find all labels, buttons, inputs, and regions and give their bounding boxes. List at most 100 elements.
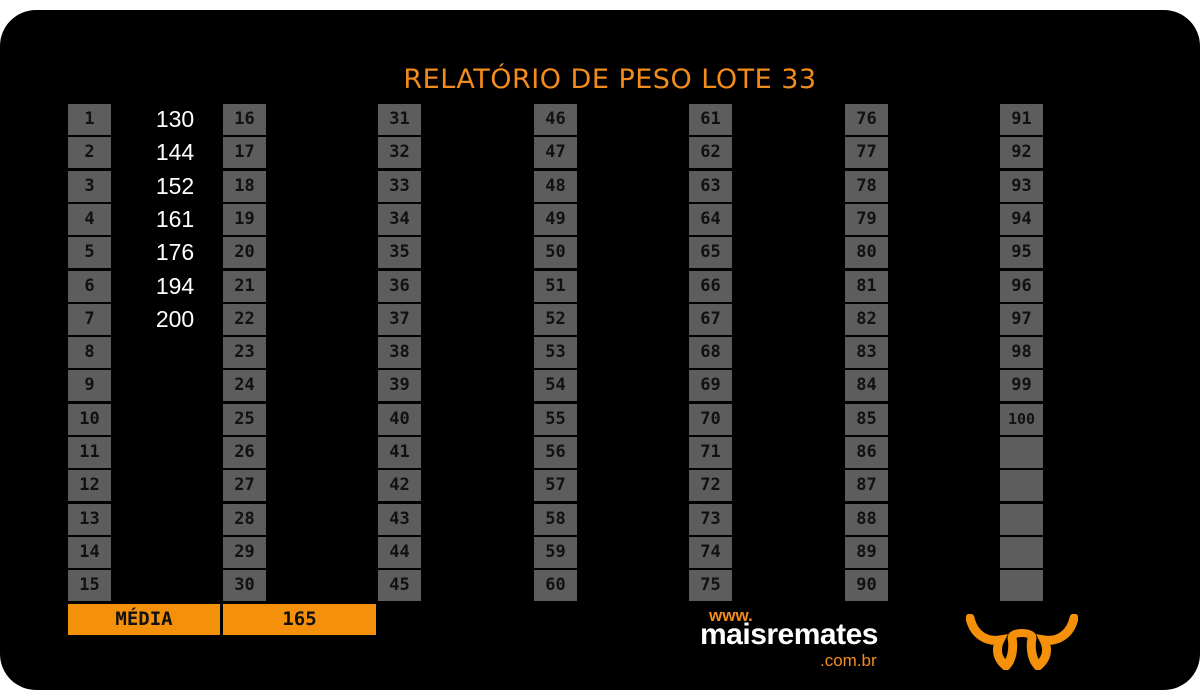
lot-number-cell: 73 [689,503,732,535]
lot-number-cell: 15 [68,570,111,602]
lot-number-cell: 60 [534,570,577,602]
lot-number-cell: 99 [1000,370,1043,402]
lot-number-cell: 79 [845,203,888,235]
lot-number-cell: 87 [845,470,888,502]
lot-number-cell: 20 [223,237,266,269]
lot-number-cell: 43 [378,503,421,535]
lot-number-cell: 77 [845,137,888,169]
lot-number-cell: 26 [223,437,266,468]
empty-cell [1000,570,1043,602]
lot-number-cell: 1 [68,104,111,135]
weight-value: 200 [155,305,195,332]
lot-number-cell: 80 [845,237,888,269]
lot-number-cell: 13 [68,503,111,535]
lot-number-cell: 46 [534,104,577,135]
lot-number-cell: 70 [689,403,732,435]
lot-number-cell: 49 [534,203,577,235]
lot-number-cell: 2 [68,137,111,169]
lot-number-cell: 51 [534,270,577,302]
lot-number-cell: 28 [223,503,266,535]
lot-number-cell: 11 [68,437,111,468]
empty-cell [1000,470,1043,502]
lot-number-cell: 16 [223,104,266,135]
lot-number-cell: 98 [1000,337,1043,369]
lot-number-cell: 33 [378,170,421,202]
lot-number-cell: 14 [68,536,111,568]
lot-number-cell: 88 [845,503,888,535]
lot-number-cell: 81 [845,270,888,302]
lot-number-cell: 75 [689,570,732,602]
lot-number-cell: 22 [223,303,266,335]
lot-number-cell: 59 [534,536,577,568]
lot-number-cell: 50 [534,237,577,269]
lot-number-cell: 65 [689,237,732,269]
lot-number-cell: 71 [689,437,732,468]
lot-number-cell: 25 [223,403,266,435]
weight-value: 152 [155,172,195,199]
lot-number-cell: 18 [223,170,266,202]
lot-number-cell: 39 [378,370,421,402]
brand-name: maisremates [700,618,878,651]
footer-www: www. [709,606,753,625]
lot-number-cell: 100 [1000,403,1043,435]
lot-number-cell: 53 [534,337,577,369]
empty-cell [1000,503,1043,535]
lot-number-cell: 12 [68,470,111,502]
lot-number-cell: 85 [845,403,888,435]
report-title: RELATÓRIO DE PESO LOTE 33 [403,64,817,95]
lot-number-cell: 68 [689,337,732,369]
lot-number-cell: 47 [534,137,577,169]
lot-number-cell: 32 [378,137,421,169]
lot-number-cell: 8 [68,337,111,369]
lot-number-cell: 44 [378,536,421,568]
lot-number-cell: 54 [534,370,577,402]
lot-number-cell: 56 [534,437,577,468]
lot-number-cell: 27 [223,470,266,502]
lot-number-cell: 69 [689,370,732,402]
lot-number-cell: 95 [1000,237,1043,269]
lot-number-cell: 93 [1000,170,1043,202]
lot-number-cell: 92 [1000,137,1043,169]
lot-number-cell: 35 [378,237,421,269]
lot-number-cell: 6 [68,270,111,302]
lot-number-cell: 74 [689,536,732,568]
lot-number-cell: 62 [689,137,732,169]
lot-number-cell: 10 [68,403,111,435]
lot-number-cell: 9 [68,370,111,402]
lot-number-cell: 94 [1000,203,1043,235]
lot-number-cell: 38 [378,337,421,369]
weight-value: 176 [155,239,195,266]
lot-number-cell: 57 [534,470,577,502]
lot-number-cell: 30 [223,570,266,602]
lot-number-cell: 34 [378,203,421,235]
lot-number-cell: 58 [534,503,577,535]
lot-number-cell: 61 [689,104,732,135]
lot-number-cell: 96 [1000,270,1043,302]
empty-cell [1000,536,1043,568]
lot-number-cell: 55 [534,403,577,435]
lot-number-cell: 45 [378,570,421,602]
weight-value: 130 [155,106,195,132]
lot-number-cell: 66 [689,270,732,302]
lot-number-cell: 40 [378,403,421,435]
average-label: MÉDIA [68,604,220,635]
lot-number-cell: 3 [68,170,111,202]
lot-number-cell: 23 [223,337,266,369]
lot-number-cell: 89 [845,536,888,568]
lot-number-cell: 48 [534,170,577,202]
weight-value: 161 [155,205,195,232]
lot-number-cell: 31 [378,104,421,135]
lot-number-cell: 90 [845,570,888,602]
lot-number-cell: 64 [689,203,732,235]
lot-number-cell: 84 [845,370,888,402]
lot-number-cell: 42 [378,470,421,502]
lot-number-cell: 21 [223,270,266,302]
lot-number-cell: 41 [378,437,421,468]
lot-number-cell: 5 [68,237,111,269]
lot-number-cell: 29 [223,536,266,568]
lot-number-cell: 19 [223,203,266,235]
brand-domain: .com.br [820,651,877,670]
bull-head-icon [966,614,1078,670]
lot-number-cell: 83 [845,337,888,369]
lot-number-cell: 52 [534,303,577,335]
